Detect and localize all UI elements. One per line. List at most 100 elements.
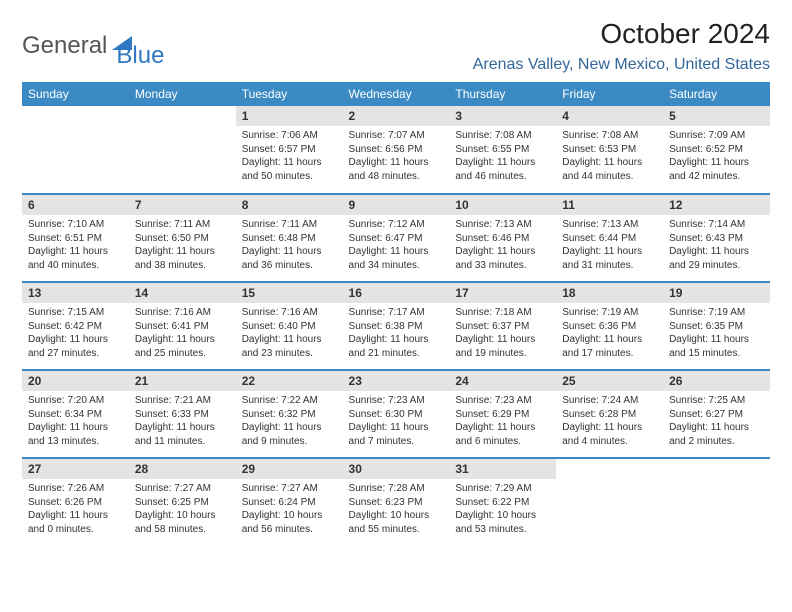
daylight-text: Daylight: 11 hours and 23 minutes. — [242, 333, 337, 360]
sunrise-text: Sunrise: 7:18 AM — [455, 306, 550, 320]
daylight-text: Daylight: 11 hours and 11 minutes. — [135, 421, 230, 448]
day-header-monday: Monday — [129, 82, 236, 106]
calendar-week-row: 20Sunrise: 7:20 AMSunset: 6:34 PMDayligh… — [22, 370, 770, 458]
sunset-text: Sunset: 6:29 PM — [455, 408, 550, 422]
calendar-body: 1Sunrise: 7:06 AMSunset: 6:57 PMDaylight… — [22, 106, 770, 546]
day-header-tuesday: Tuesday — [236, 82, 343, 106]
calendar-week-row: 6Sunrise: 7:10 AMSunset: 6:51 PMDaylight… — [22, 194, 770, 282]
sunrise-text: Sunrise: 7:19 AM — [562, 306, 657, 320]
day-header-sunday: Sunday — [22, 82, 129, 106]
sunset-text: Sunset: 6:48 PM — [242, 232, 337, 246]
sunrise-text: Sunrise: 7:23 AM — [455, 394, 550, 408]
sunrise-text: Sunrise: 7:23 AM — [349, 394, 444, 408]
sunrise-text: Sunrise: 7:06 AM — [242, 129, 337, 143]
sunset-text: Sunset: 6:35 PM — [669, 320, 764, 334]
day-number: 19 — [663, 283, 770, 303]
sunset-text: Sunset: 6:34 PM — [28, 408, 123, 422]
day-details: Sunrise: 7:14 AMSunset: 6:43 PMDaylight:… — [663, 215, 770, 278]
day-number: 12 — [663, 195, 770, 215]
sunrise-text: Sunrise: 7:11 AM — [242, 218, 337, 232]
day-number: 24 — [449, 371, 556, 391]
day-details: Sunrise: 7:19 AMSunset: 6:35 PMDaylight:… — [663, 303, 770, 366]
calendar-day-cell: 10Sunrise: 7:13 AMSunset: 6:46 PMDayligh… — [449, 194, 556, 282]
day-number: 1 — [236, 106, 343, 126]
daylight-text: Daylight: 11 hours and 33 minutes. — [455, 245, 550, 272]
day-details: Sunrise: 7:25 AMSunset: 6:27 PMDaylight:… — [663, 391, 770, 454]
sunrise-text: Sunrise: 7:12 AM — [349, 218, 444, 232]
sunset-text: Sunset: 6:36 PM — [562, 320, 657, 334]
calendar-day-cell: 28Sunrise: 7:27 AMSunset: 6:25 PMDayligh… — [129, 458, 236, 546]
sunset-text: Sunset: 6:22 PM — [455, 496, 550, 510]
calendar-day-cell: 11Sunrise: 7:13 AMSunset: 6:44 PMDayligh… — [556, 194, 663, 282]
sunrise-text: Sunrise: 7:13 AM — [455, 218, 550, 232]
calendar-day-cell: 18Sunrise: 7:19 AMSunset: 6:36 PMDayligh… — [556, 282, 663, 370]
day-details: Sunrise: 7:16 AMSunset: 6:41 PMDaylight:… — [129, 303, 236, 366]
calendar-week-row: 27Sunrise: 7:26 AMSunset: 6:26 PMDayligh… — [22, 458, 770, 546]
brand-text-blue: Blue — [116, 42, 164, 70]
brand-text-general: General — [22, 32, 107, 60]
day-details: Sunrise: 7:15 AMSunset: 6:42 PMDaylight:… — [22, 303, 129, 366]
calendar-day-cell: 12Sunrise: 7:14 AMSunset: 6:43 PMDayligh… — [663, 194, 770, 282]
sunset-text: Sunset: 6:38 PM — [349, 320, 444, 334]
sunrise-text: Sunrise: 7:14 AM — [669, 218, 764, 232]
calendar-day-cell: 21Sunrise: 7:21 AMSunset: 6:33 PMDayligh… — [129, 370, 236, 458]
daylight-text: Daylight: 11 hours and 40 minutes. — [28, 245, 123, 272]
calendar-day-cell: 17Sunrise: 7:18 AMSunset: 6:37 PMDayligh… — [449, 282, 556, 370]
sunrise-text: Sunrise: 7:15 AM — [28, 306, 123, 320]
title-block: October 2024 Arenas Valley, New Mexico, … — [473, 18, 770, 74]
daylight-text: Daylight: 10 hours and 58 minutes. — [135, 509, 230, 536]
day-number: 16 — [343, 283, 450, 303]
day-details: Sunrise: 7:11 AMSunset: 6:48 PMDaylight:… — [236, 215, 343, 278]
sunset-text: Sunset: 6:50 PM — [135, 232, 230, 246]
calendar-day-cell: 3Sunrise: 7:08 AMSunset: 6:55 PMDaylight… — [449, 106, 556, 194]
calendar-week-row: 13Sunrise: 7:15 AMSunset: 6:42 PMDayligh… — [22, 282, 770, 370]
daylight-text: Daylight: 11 hours and 48 minutes. — [349, 156, 444, 183]
day-details: Sunrise: 7:16 AMSunset: 6:40 PMDaylight:… — [236, 303, 343, 366]
day-details: Sunrise: 7:29 AMSunset: 6:22 PMDaylight:… — [449, 479, 556, 542]
day-details: Sunrise: 7:22 AMSunset: 6:32 PMDaylight:… — [236, 391, 343, 454]
day-details: Sunrise: 7:13 AMSunset: 6:46 PMDaylight:… — [449, 215, 556, 278]
sunset-text: Sunset: 6:33 PM — [135, 408, 230, 422]
day-details: Sunrise: 7:21 AMSunset: 6:33 PMDaylight:… — [129, 391, 236, 454]
month-title: October 2024 — [473, 18, 770, 50]
sunset-text: Sunset: 6:51 PM — [28, 232, 123, 246]
day-number: 3 — [449, 106, 556, 126]
sunset-text: Sunset: 6:41 PM — [135, 320, 230, 334]
daylight-text: Daylight: 11 hours and 31 minutes. — [562, 245, 657, 272]
sunset-text: Sunset: 6:53 PM — [562, 143, 657, 157]
daylight-text: Daylight: 11 hours and 19 minutes. — [455, 333, 550, 360]
sunset-text: Sunset: 6:47 PM — [349, 232, 444, 246]
sunset-text: Sunset: 6:24 PM — [242, 496, 337, 510]
calendar-day-cell: 14Sunrise: 7:16 AMSunset: 6:41 PMDayligh… — [129, 282, 236, 370]
day-number: 15 — [236, 283, 343, 303]
sunrise-text: Sunrise: 7:28 AM — [349, 482, 444, 496]
daylight-text: Daylight: 11 hours and 9 minutes. — [242, 421, 337, 448]
daylight-text: Daylight: 11 hours and 34 minutes. — [349, 245, 444, 272]
sunrise-text: Sunrise: 7:21 AM — [135, 394, 230, 408]
daylight-text: Daylight: 11 hours and 4 minutes. — [562, 421, 657, 448]
sunrise-text: Sunrise: 7:08 AM — [562, 129, 657, 143]
sunset-text: Sunset: 6:52 PM — [669, 143, 764, 157]
sunset-text: Sunset: 6:43 PM — [669, 232, 764, 246]
calendar-day-cell — [22, 106, 129, 194]
day-details: Sunrise: 7:17 AMSunset: 6:38 PMDaylight:… — [343, 303, 450, 366]
calendar-table: Sunday Monday Tuesday Wednesday Thursday… — [22, 82, 770, 546]
sunset-text: Sunset: 6:28 PM — [562, 408, 657, 422]
sunset-text: Sunset: 6:37 PM — [455, 320, 550, 334]
sunset-text: Sunset: 6:42 PM — [28, 320, 123, 334]
day-details: Sunrise: 7:13 AMSunset: 6:44 PMDaylight:… — [556, 215, 663, 278]
sunset-text: Sunset: 6:44 PM — [562, 232, 657, 246]
calendar-day-cell: 2Sunrise: 7:07 AMSunset: 6:56 PMDaylight… — [343, 106, 450, 194]
sunrise-text: Sunrise: 7:17 AM — [349, 306, 444, 320]
day-details: Sunrise: 7:09 AMSunset: 6:52 PMDaylight:… — [663, 126, 770, 189]
calendar-day-cell: 27Sunrise: 7:26 AMSunset: 6:26 PMDayligh… — [22, 458, 129, 546]
sunrise-text: Sunrise: 7:16 AM — [242, 306, 337, 320]
calendar-day-cell: 31Sunrise: 7:29 AMSunset: 6:22 PMDayligh… — [449, 458, 556, 546]
calendar-day-cell: 30Sunrise: 7:28 AMSunset: 6:23 PMDayligh… — [343, 458, 450, 546]
calendar-day-cell: 8Sunrise: 7:11 AMSunset: 6:48 PMDaylight… — [236, 194, 343, 282]
day-details: Sunrise: 7:24 AMSunset: 6:28 PMDaylight:… — [556, 391, 663, 454]
calendar-day-cell: 1Sunrise: 7:06 AMSunset: 6:57 PMDaylight… — [236, 106, 343, 194]
day-number: 5 — [663, 106, 770, 126]
calendar-day-cell: 25Sunrise: 7:24 AMSunset: 6:28 PMDayligh… — [556, 370, 663, 458]
daylight-text: Daylight: 11 hours and 15 minutes. — [669, 333, 764, 360]
